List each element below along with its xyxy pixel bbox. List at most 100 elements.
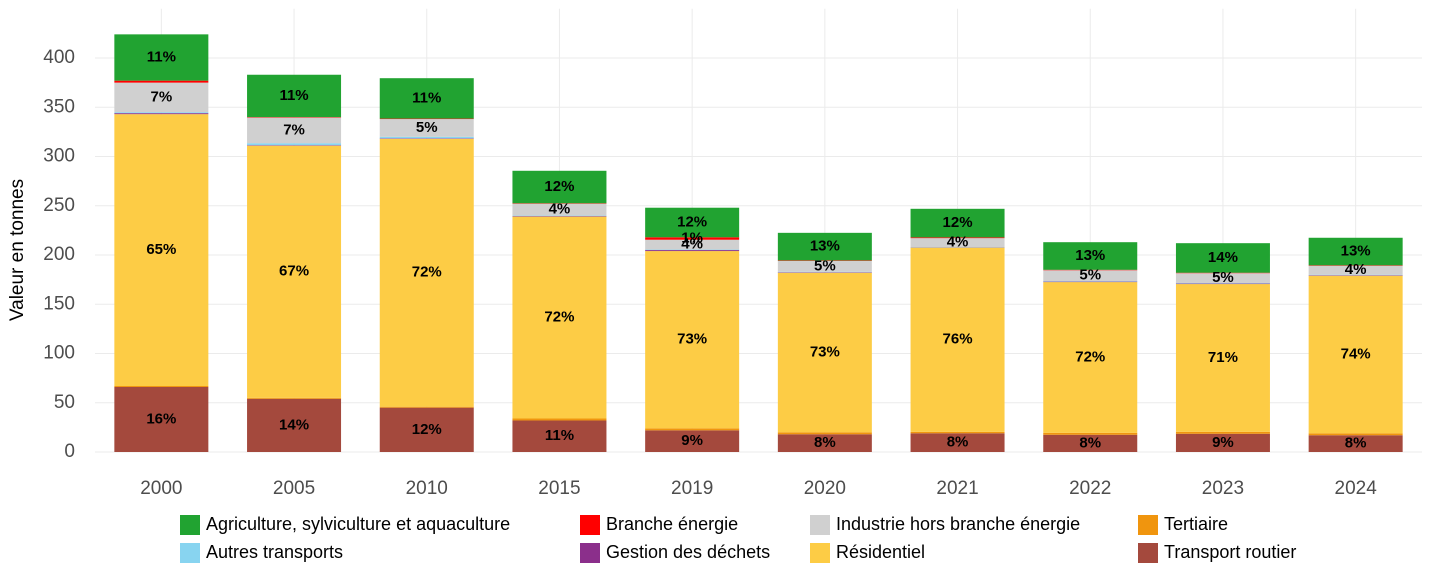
bar-segment	[379, 406, 474, 408]
legend-swatch	[810, 543, 830, 563]
bar-segment	[910, 431, 1005, 434]
bar-segment	[645, 428, 740, 431]
bar-segment	[114, 80, 209, 83]
x-tick-label: 2022	[1069, 478, 1111, 499]
legend-label: Transport routier	[1164, 542, 1296, 562]
bar-segment	[645, 251, 740, 429]
bar-segment	[114, 113, 209, 115]
legend-label: Branche énergie	[606, 514, 738, 534]
bar-segment	[910, 433, 1005, 452]
bar-segment	[114, 34, 209, 81]
data-label: 13%	[810, 238, 840, 255]
y-tick-label: 0	[64, 441, 75, 462]
bar-segment	[247, 117, 342, 144]
data-label: 74%	[1341, 345, 1371, 362]
bar-segment	[1043, 432, 1138, 435]
data-label: 65%	[146, 241, 176, 258]
bar-segment	[1175, 433, 1270, 452]
data-label: 11%	[412, 89, 441, 106]
bar-segment	[114, 386, 209, 452]
bar-segment	[910, 208, 1005, 238]
y-tick-label: 400	[43, 47, 75, 68]
bar-segment	[1175, 243, 1270, 273]
legend-label: Industrie hors branche énergie	[836, 514, 1080, 534]
data-label: 73%	[677, 331, 707, 348]
bar-segment	[1308, 237, 1403, 266]
bar-segment	[1308, 275, 1403, 434]
bar-segment	[1308, 435, 1403, 452]
data-label: 4%	[1345, 261, 1367, 278]
legend-label: Résidentiel	[836, 542, 925, 562]
y-tick-label: 250	[43, 195, 75, 216]
bar-segment	[114, 82, 209, 113]
legend-swatch	[580, 543, 600, 563]
bar-segment	[1043, 282, 1138, 433]
y-tick-label: 150	[43, 293, 75, 314]
x-tick-label: 2010	[406, 478, 448, 499]
y-tick-label: 50	[54, 392, 75, 413]
bar-segment	[1308, 433, 1403, 436]
bar-segment	[777, 272, 872, 433]
legend-swatch	[180, 543, 200, 563]
bar-segment	[247, 145, 342, 398]
data-label: 8%	[814, 434, 836, 451]
bar-segment	[247, 398, 342, 452]
bar-segment	[379, 136, 474, 139]
data-label: 71%	[1208, 349, 1238, 366]
legend-label: Gestion des déchets	[606, 542, 770, 562]
data-label: 1%	[681, 229, 703, 246]
bar-segment	[910, 247, 1005, 432]
data-label: 12%	[943, 214, 973, 231]
data-label: 11%	[147, 48, 176, 65]
data-label: 12%	[412, 421, 442, 438]
data-label: 8%	[947, 434, 969, 451]
data-label: 7%	[151, 88, 173, 105]
x-tick-label: 2023	[1202, 478, 1244, 499]
y-axis-label: Valeur en tonnes	[7, 179, 28, 321]
legend-swatch	[580, 515, 600, 535]
legend-swatch	[810, 515, 830, 535]
x-tick-label: 2019	[671, 478, 713, 499]
y-tick-label: 300	[43, 146, 75, 167]
legend-swatch	[1138, 515, 1158, 535]
data-label: 11%	[545, 427, 574, 444]
data-label: 14%	[279, 416, 309, 433]
bar-segment	[645, 239, 740, 250]
data-label: 11%	[279, 87, 308, 104]
x-tick-label: 2020	[804, 478, 846, 499]
bar-segment	[645, 207, 740, 238]
legend-label: Agriculture, sylviculture et aquaculture	[206, 514, 510, 534]
x-tick-label: 2000	[140, 478, 182, 499]
data-label: 5%	[416, 119, 438, 136]
bar-segment	[1175, 273, 1270, 284]
bar-segment	[777, 260, 872, 272]
bar-segment	[1308, 265, 1403, 275]
bar-segment	[379, 407, 474, 452]
bar-segment	[1043, 434, 1138, 452]
bar-segment	[114, 386, 209, 387]
data-label: 76%	[943, 331, 973, 348]
legend-swatch	[180, 515, 200, 535]
data-label: 67%	[279, 263, 309, 280]
bar-segment	[114, 112, 209, 114]
bar-segment	[247, 143, 342, 146]
x-tick-label: 2024	[1335, 478, 1378, 499]
data-label: 13%	[1075, 247, 1105, 264]
bar-segment	[247, 397, 342, 399]
data-label: 9%	[1212, 434, 1234, 451]
data-label: 4%	[681, 236, 703, 253]
data-label: 9%	[681, 432, 703, 449]
bar-segment	[379, 138, 474, 407]
data-label: 12%	[544, 178, 574, 195]
data-label: 8%	[1079, 434, 1101, 451]
bar-segment	[512, 203, 607, 216]
bar-segment	[1043, 270, 1138, 282]
x-tick-label: 2015	[538, 478, 580, 499]
data-label: 72%	[1075, 348, 1105, 365]
bar-segment	[1043, 242, 1138, 270]
x-tick-label: 2005	[273, 478, 315, 499]
bar-segment	[910, 237, 1005, 239]
legend-label: Autres transports	[206, 542, 343, 562]
bar-segment	[777, 232, 872, 261]
